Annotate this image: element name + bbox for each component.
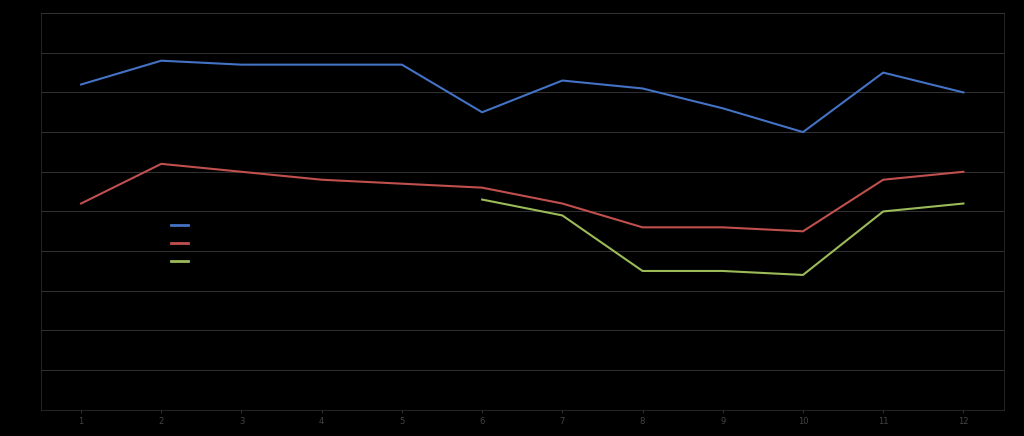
Legend: , , : , , — [171, 221, 197, 266]
